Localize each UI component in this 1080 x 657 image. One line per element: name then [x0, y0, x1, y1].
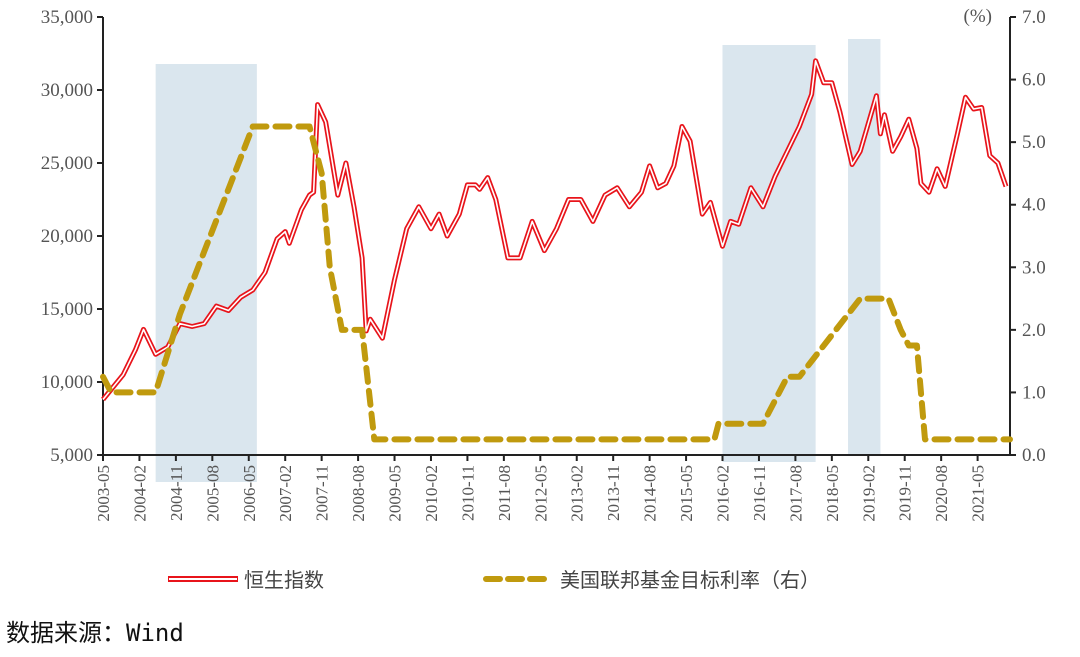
- x-tick-label: 2014-08: [641, 465, 660, 522]
- legend-item-hsi: 恒生指数: [168, 568, 324, 592]
- x-tick-label: 2004-02: [130, 465, 149, 522]
- legend-label-fed-rate: 美国联邦基金目标利率（右）: [560, 568, 820, 592]
- x-tick-label: 2005-08: [203, 465, 222, 522]
- x-tick-label: 2010-02: [422, 465, 441, 522]
- series-lines: [100, 58, 1013, 443]
- left-tick-label: 15,000: [41, 299, 93, 320]
- x-tick-label: 2012-05: [531, 465, 550, 522]
- x-tick-label: 2019-11: [896, 465, 915, 521]
- shaded-period: [155, 64, 257, 482]
- x-tick-label: 2017-08: [786, 465, 805, 522]
- legend-item-fed-rate: 美国联邦基金目标利率（右）: [483, 568, 820, 592]
- x-tick-label: 2021-05: [969, 465, 988, 522]
- legend: 恒生指数 美国联邦基金目标利率（右）: [168, 568, 820, 592]
- right-tick-label: 0.0: [1022, 445, 1046, 466]
- x-tick-label: 2006-05: [240, 465, 259, 522]
- left-tick-label: 30,000: [41, 80, 93, 101]
- x-tick-label: 2007-11: [313, 465, 332, 521]
- left-tick-label: 35,000: [41, 7, 93, 28]
- right-tick-label: 3.0: [1022, 257, 1046, 278]
- x-tick-label: 2019-02: [859, 465, 878, 522]
- left-tick-label: 10,000: [41, 372, 93, 393]
- x-tick-label: 2016-02: [714, 465, 733, 522]
- axes: 5,000 10,000 15,000 20,000 25,000 30,000 35,00…: [41, 7, 1046, 522]
- x-tick-label: 2004-11: [167, 465, 186, 521]
- x-tick-label: 2013-02: [568, 465, 587, 522]
- source-note: 数据来源：Wind: [6, 619, 184, 647]
- left-tick-label: 5,000: [50, 445, 93, 466]
- series-line-fed-rate: [100, 123, 1013, 443]
- x-tick-label: 2016-11: [750, 465, 769, 521]
- x-tick-label: 2003-05: [94, 465, 113, 522]
- x-tick-label: 2007-02: [276, 465, 295, 522]
- x-tick-label: 2020-08: [932, 465, 951, 522]
- right-tick-label: 6.0: [1022, 70, 1046, 91]
- right-tick-label: 2.0: [1022, 320, 1046, 341]
- right-tick-label: 1.0: [1022, 382, 1046, 403]
- right-tick-label: 4.0: [1022, 195, 1046, 216]
- left-tick-label: 25,000: [41, 153, 93, 174]
- legend-label-hsi: 恒生指数: [244, 568, 324, 592]
- x-tick-label: 2010-11: [458, 465, 477, 521]
- shaded-period: [722, 45, 816, 462]
- x-tick-label: 2011-08: [495, 465, 514, 521]
- right-tick-label: 7.0: [1022, 7, 1046, 28]
- shaded-periods: [155, 39, 881, 482]
- x-tick-label: 2013-11: [604, 465, 623, 521]
- right-axis-unit: (%): [964, 6, 992, 27]
- x-tick-label: 2018-05: [823, 465, 842, 522]
- left-tick-label: 20,000: [41, 226, 93, 247]
- x-tick-label: 2008-08: [349, 465, 368, 522]
- right-tick-label: 5.0: [1022, 132, 1046, 153]
- x-tick-label: 2015-05: [677, 465, 696, 522]
- series-line-hsi-inner: [102, 60, 1007, 401]
- x-tick-label: 2009-05: [386, 465, 405, 522]
